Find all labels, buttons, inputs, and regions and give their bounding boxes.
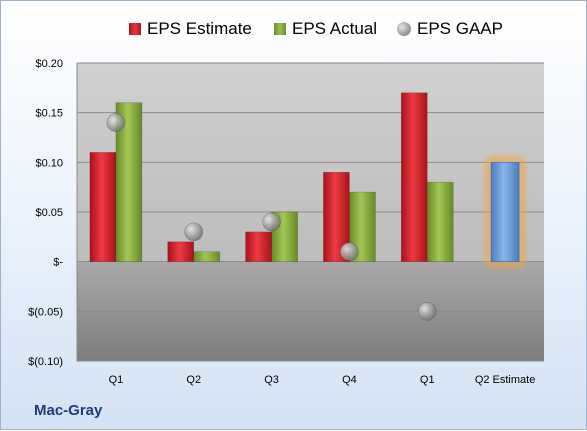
- eps-projection-glow: [485, 156, 526, 268]
- x-tick-label: Q2: [186, 374, 201, 386]
- eps-gaap-marker: [417, 302, 437, 321]
- y-axis-ticks: $0.20 $0.15 $0.10 $0.05 $- $(0.05) $(0.10): [28, 58, 63, 368]
- eps-estimate-bar: [167, 241, 195, 262]
- eps-actual-bar: [426, 181, 454, 262]
- y-tick-label: $(0.10): [28, 356, 63, 368]
- legend-actual-swatch: [274, 23, 286, 35]
- x-tick-label: Q4: [342, 374, 357, 386]
- eps-estimate-bar: [400, 92, 428, 262]
- legend-estimate: EPS Estimate: [129, 17, 252, 41]
- eps-gaap-marker: [106, 113, 126, 132]
- y-tick-label: $(0.05): [28, 306, 63, 318]
- y-tick-label: $0.15: [35, 108, 63, 120]
- eps-gaap-marker: [184, 222, 204, 242]
- x-tick-label: Q1: [420, 374, 435, 386]
- eps-gaap-marker: [262, 212, 281, 232]
- legend-gaap-swatch: [397, 22, 411, 36]
- x-tick-label: Q2 Estimate: [475, 374, 536, 386]
- y-tick-label: $0.10: [35, 157, 63, 169]
- y-tick-label: $-: [53, 257, 63, 269]
- legend-gaap: EPS GAAP: [397, 17, 503, 41]
- eps-projection-bar: [490, 162, 520, 262]
- legend-actual: EPS Actual: [274, 17, 377, 41]
- y-tick-label: $0.05: [35, 207, 63, 219]
- y-tick-label: $0.20: [35, 58, 63, 70]
- x-tick-label: Q3: [264, 374, 279, 386]
- x-tick-label: Q1: [109, 374, 124, 386]
- legend-actual-label: EPS Actual: [292, 19, 378, 38]
- eps-estimate-bar: [89, 152, 117, 262]
- eps-actual-bar: [115, 102, 143, 262]
- x-axis-ticks: Q1 Q2 Q3 Q4 Q1 Q2 Estimate: [109, 374, 536, 386]
- eps-estimate-bar: [245, 231, 272, 262]
- company-name: Mac-Gray: [34, 402, 103, 419]
- legend-estimate-label: EPS Estimate: [147, 19, 252, 38]
- eps-gaap-marker: [340, 242, 359, 262]
- gridlines: [76, 62, 544, 362]
- gaap-markers: [106, 113, 437, 321]
- eps-actual-bar: [193, 251, 221, 262]
- legend-gaap-label: EPS GAAP: [417, 19, 503, 38]
- legend-estimate-swatch: [129, 23, 141, 35]
